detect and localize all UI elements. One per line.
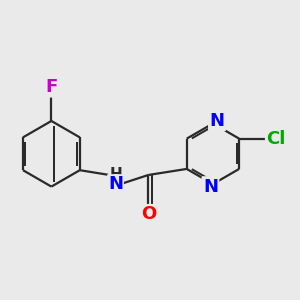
Text: N: N [209, 112, 224, 130]
Text: H: H [109, 167, 122, 182]
Text: Cl: Cl [266, 130, 286, 148]
Text: N: N [203, 178, 218, 196]
Text: F: F [45, 78, 58, 96]
Text: O: O [141, 206, 156, 224]
Text: N: N [108, 175, 123, 193]
